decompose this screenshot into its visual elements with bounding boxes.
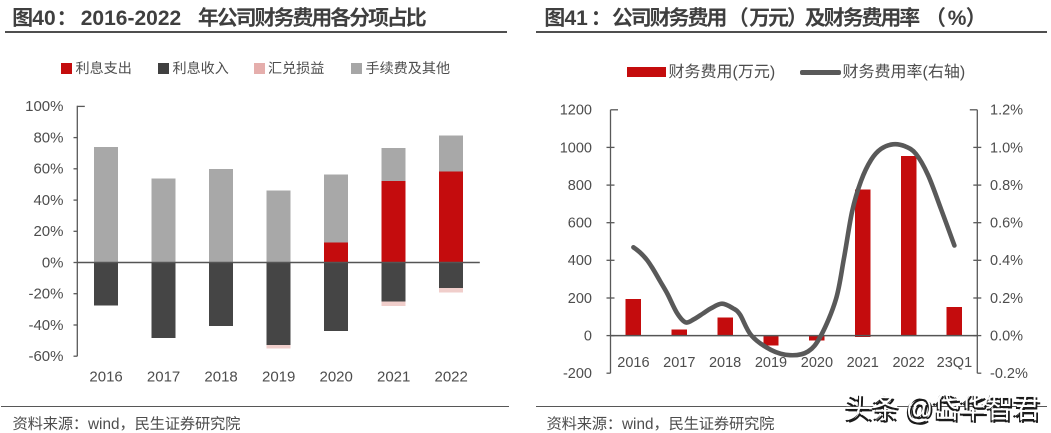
svg-text:-0.2%: -0.2% [990, 362, 1028, 383]
svg-text:0.4%: 0.4% [990, 249, 1023, 270]
svg-text:0.8%: 0.8% [990, 174, 1023, 195]
svg-text:-20%: -20% [28, 283, 63, 304]
svg-text:2020: 2020 [801, 351, 833, 372]
svg-text:2022: 2022 [435, 366, 468, 387]
svg-text:-60%: -60% [28, 345, 63, 366]
svg-text:2019: 2019 [262, 366, 295, 387]
svg-text:1200: 1200 [560, 99, 592, 120]
svg-text:1.0%: 1.0% [990, 136, 1023, 157]
svg-text:0.2%: 0.2% [990, 287, 1023, 308]
svg-text:2016: 2016 [617, 351, 649, 372]
svg-text:1.2%: 1.2% [990, 99, 1023, 120]
svg-text:800: 800 [568, 174, 592, 195]
svg-text:400: 400 [568, 249, 592, 270]
svg-text:100%: 100% [25, 95, 63, 116]
svg-text:2021: 2021 [377, 366, 410, 387]
svg-text:2020: 2020 [320, 366, 353, 387]
svg-text:600: 600 [568, 212, 592, 233]
svg-text:-40%: -40% [28, 314, 63, 335]
svg-text:60%: 60% [33, 158, 63, 179]
svg-text:0.6%: 0.6% [990, 212, 1023, 233]
svg-text:2018: 2018 [709, 351, 741, 372]
svg-text:2017: 2017 [147, 366, 180, 387]
svg-text:0: 0 [584, 325, 592, 346]
svg-text:40%: 40% [33, 189, 63, 210]
svg-text:0%: 0% [42, 251, 64, 272]
svg-text:2016: 2016 [89, 366, 122, 387]
svg-text:200: 200 [568, 287, 592, 308]
svg-text:23Q1: 23Q1 [937, 351, 972, 372]
svg-text:2022: 2022 [892, 351, 924, 372]
svg-text:2017: 2017 [663, 351, 695, 372]
svg-text:20%: 20% [33, 220, 63, 241]
svg-text:80%: 80% [33, 126, 63, 147]
svg-text:2021: 2021 [847, 351, 879, 372]
svg-text:2019: 2019 [755, 351, 787, 372]
svg-text:0.0%: 0.0% [990, 325, 1023, 346]
svg-text:1000: 1000 [560, 136, 592, 157]
svg-text:2018: 2018 [204, 366, 237, 387]
svg-text:-200: -200 [563, 362, 592, 383]
